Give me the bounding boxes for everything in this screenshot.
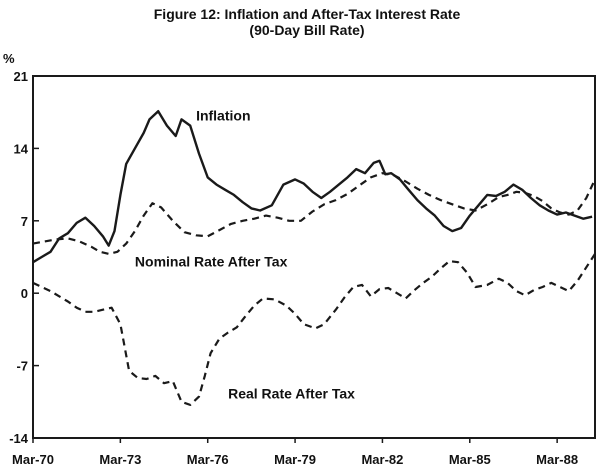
x-tick-label: Mar-88	[536, 452, 578, 467]
annotation-layer: Inflation Nominal Rate After Tax Real Rate…	[135, 107, 355, 401]
y-tick-label: 0	[21, 286, 28, 301]
series-line-1	[32, 109, 593, 264]
x-axis: Mar-70 Mar-73 Mar-76 Mar-79 Mar-82 Mar-85 Mar-…	[12, 438, 578, 467]
x-tick-label: Mar-76	[187, 452, 229, 467]
chart-title: Figure 12: Inflation and After-Tax Inter…	[154, 6, 461, 22]
y-tick-label: 21	[14, 69, 28, 84]
series-layer	[32, 109, 596, 406]
x-tick-label: Mar-79	[274, 452, 316, 467]
x-tick-label: Mar-85	[449, 452, 491, 467]
series-line-3	[32, 253, 596, 406]
x-tick-label: Mar-73	[99, 452, 141, 467]
y-axis: 21 14 7 0 -7 -14	[9, 69, 39, 446]
x-tick-label: Mar-82	[361, 452, 403, 467]
chart-subtitle: (90-Day Bill Rate)	[249, 22, 364, 38]
series-label-2: Nominal Rate After Tax	[135, 253, 288, 269]
y-tick-label: 14	[14, 141, 29, 156]
y-tick-label: 7	[21, 214, 28, 229]
x-tick-label: Mar-70	[12, 452, 54, 467]
series-label-1: Inflation	[196, 107, 250, 123]
y-tick-label: -14	[9, 431, 29, 446]
series-line-2	[32, 172, 596, 255]
y-tick-label: -7	[16, 359, 28, 374]
series-label-3: Real Rate After Tax	[228, 386, 355, 402]
y-axis-label: %	[3, 51, 15, 66]
plot-frame	[32, 75, 596, 439]
